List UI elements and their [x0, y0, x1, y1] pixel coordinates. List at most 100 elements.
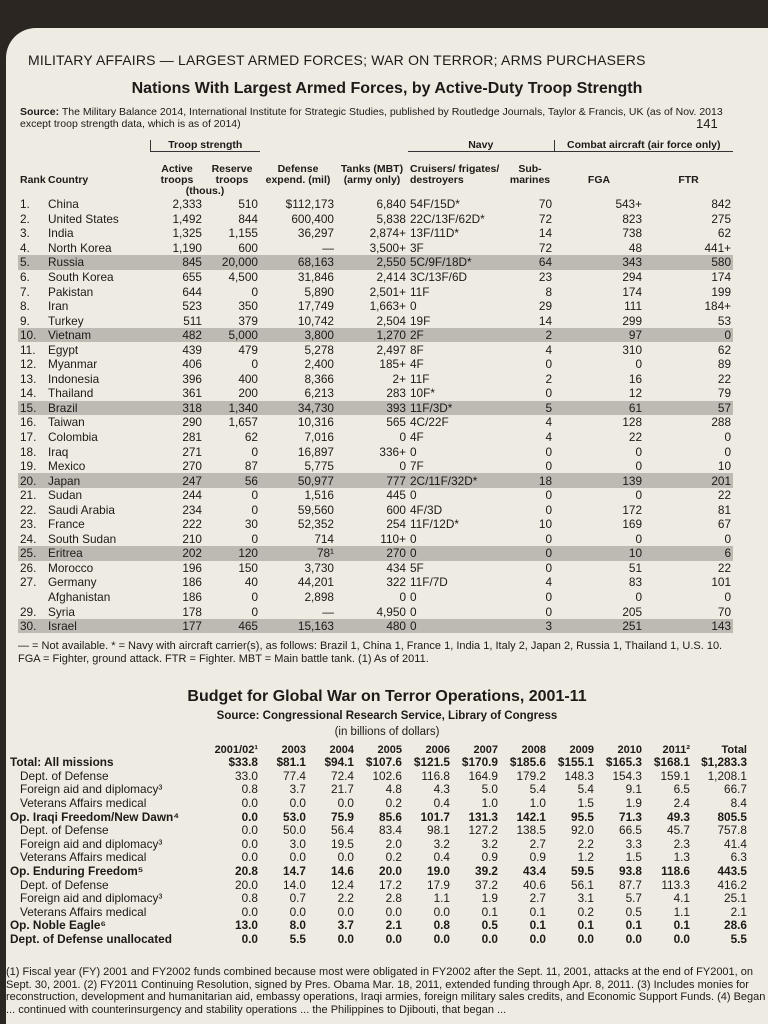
table-cell: 2.0 — [385, 837, 402, 851]
table-cell: 7. — [20, 284, 30, 299]
table-cell: 443.5 — [717, 864, 747, 879]
column-header: 2009 — [569, 744, 594, 756]
table-row: 26. Morocco 196 150 3,730 434 5F 0 51 22 — [18, 561, 733, 576]
table-cell: 1.5 — [625, 851, 642, 865]
table-cell: 14 — [538, 313, 553, 328]
row-label: Op. Iraqi Freedom/New Dawn⁴ — [10, 810, 180, 824]
table-cell: 83.4 — [379, 823, 402, 838]
table-cell: 20,000 — [204, 255, 260, 270]
table-cell: 655 — [182, 270, 202, 284]
table-cell: 56.4 — [331, 823, 354, 838]
table-cell: 6 — [644, 546, 734, 561]
table-cell: 81 — [717, 502, 732, 517]
table-cell: 31,846 — [297, 270, 334, 284]
table-cell: 2.1 — [730, 905, 747, 919]
table-cell: 18 — [506, 473, 555, 488]
table-cell: 396 — [182, 371, 202, 386]
table-cell: 0.0 — [241, 905, 258, 919]
table-cell: Iran — [48, 299, 69, 314]
table-cell: 0 — [545, 488, 553, 503]
table-cell: 511 — [183, 313, 202, 328]
table-cell: 72 — [538, 240, 553, 255]
table-title: Budget for Global War on Terror Operatio… — [187, 688, 587, 705]
table-cell: $185.6 — [509, 756, 546, 770]
table-cell: 27. — [20, 575, 37, 590]
column-header: 2011² — [662, 744, 690, 756]
table-row: 7. Pakistan 644 0 5,890 2,501+ 11F 8 174 199 — [18, 284, 733, 299]
table-cell: 0 — [408, 618, 506, 634]
table-cell: 1. — [20, 197, 30, 212]
table-cell: 75.9 — [331, 810, 354, 824]
blank — [18, 140, 150, 152]
table-cell: 19.0 — [427, 864, 450, 879]
table-cell: 222 — [182, 517, 202, 532]
table-cell: 66.5 — [619, 823, 642, 838]
table-cell: 0 — [251, 488, 258, 503]
table-cell: 0.0 — [241, 810, 258, 824]
table-cell: 2.1 — [385, 919, 402, 933]
table-cell: 400 — [238, 371, 258, 386]
table-row: 20. Japan 247 56 50,977 777 2C/11F/32D* 18 139 20… — [18, 473, 734, 488]
table-cell: 3C/13F/6D — [410, 270, 468, 284]
table-cell: 5.4 — [577, 783, 594, 797]
table-cell: 67 — [717, 517, 732, 532]
table-cell: North Korea — [48, 240, 112, 255]
table-cell: 482 — [150, 327, 204, 343]
table-cell: 0.2 — [385, 851, 402, 865]
table-cell: Egypt — [48, 342, 79, 357]
table-row: 15. Brazil 318 1,340 34,730 393 11F/3D* 5 61 57 — [18, 400, 734, 416]
table-cell: 4.8 — [385, 783, 402, 797]
table-cell: 251 — [554, 618, 645, 634]
table-row: 14. Thailand 361 200 6,213 283 10F* 0 12 79 — [18, 386, 733, 401]
table-row: Dept. of Defense unallocated 0.0 5.5 0.0 0.0… — [6, 933, 748, 947]
table-cell: 823 — [622, 211, 643, 226]
table-cell: Israel — [46, 618, 150, 634]
table-cell: 5,838 — [376, 211, 406, 226]
table-cell: 0 — [251, 284, 258, 299]
table-cell: 0 — [410, 444, 417, 459]
table-cell: $112,173 — [285, 197, 334, 212]
table-cell: 22C/13F/62D* — [410, 211, 485, 226]
table-cell: 1,516 — [304, 488, 334, 503]
table-cell: 2,497 — [376, 342, 406, 357]
table-cell: 150 — [238, 560, 258, 575]
table-cell: 2,898 — [304, 590, 334, 605]
table-cell: 777 — [336, 473, 408, 488]
table-cell: Vietnam — [46, 327, 150, 343]
table-cell: 0 — [399, 590, 406, 605]
table-row: Dept. of Defense 33.0 77.4 72.4 102.6 116.8 16… — [6, 770, 748, 784]
table-cell: 3.0 — [289, 837, 306, 851]
table-cell: 1.0 — [481, 796, 498, 811]
table-cell: 3,800 — [260, 327, 336, 343]
table-cell: 2.7 — [529, 891, 546, 906]
table-cell: 54F/15D* — [410, 197, 460, 212]
table-cell: 92.0 — [571, 823, 594, 838]
table-cell: 131.3 — [468, 810, 498, 824]
table-cell: 0.2 — [577, 905, 594, 919]
table-cell: 6,840 — [376, 197, 406, 212]
table-cell: 13.0 — [235, 919, 258, 933]
table-cell: 40 — [244, 575, 258, 590]
table-cell: Thailand — [48, 386, 94, 401]
table-cell: 336+ — [379, 444, 406, 459]
table-cell: 234 — [182, 502, 202, 517]
table-cell: 5.5 — [730, 932, 747, 947]
table-cell: 17.2 — [379, 878, 402, 892]
column-header: 2006 — [425, 744, 450, 756]
table-cell: 71.3 — [619, 810, 642, 824]
column-header: Rank — [20, 174, 46, 186]
row-label: Dept. of Defense — [20, 823, 109, 838]
table-cell: 50,977 — [260, 473, 336, 488]
table-cell: 2,550 — [336, 255, 408, 270]
table-cell: 29. — [20, 604, 37, 619]
header-row: Rank Country Active troops Reserve troops De… — [18, 152, 733, 187]
table-cell: 842 — [711, 197, 732, 212]
table-cell: 361 — [182, 386, 202, 401]
column-header: 2001/02¹ — [214, 744, 258, 756]
table-cell: 10,742 — [297, 313, 334, 328]
table-cell: 3.1 — [577, 891, 594, 906]
table-cell: 1.9 — [481, 891, 498, 906]
column-header: 2008 — [521, 744, 546, 756]
table-cell: Sudan — [48, 488, 83, 503]
table-cell: 0 — [724, 590, 732, 605]
